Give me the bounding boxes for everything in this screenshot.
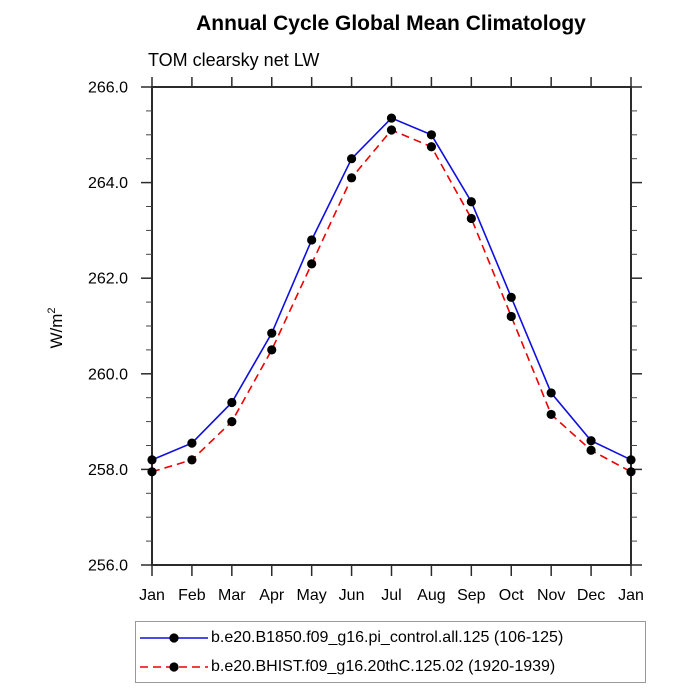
month-tick-label: Jun — [339, 587, 365, 604]
data-point-marker-pi-control — [546, 388, 556, 398]
legend-box: b.e20.B1850.f09_g16.pi_control.all.125 (… — [135, 621, 646, 683]
month-tick-label: Jul — [381, 587, 401, 604]
month-tick-label: Mar — [218, 587, 246, 604]
legend-line-sample-red-dashed — [140, 661, 208, 672]
data-point-marker-pi-control — [386, 113, 397, 123]
y-tick-label: 256.0 — [88, 558, 128, 575]
data-point-marker-pi-control — [267, 328, 277, 338]
data-point-marker-bhist — [187, 455, 197, 465]
y-tick-label: 262.0 — [88, 271, 128, 288]
data-point-marker-bhist — [546, 409, 556, 420]
legend-line-sample-blue-solid — [140, 632, 208, 643]
data-point-marker-bhist — [267, 345, 277, 355]
month-tick-label: Nov — [537, 587, 565, 604]
data-point-marker-pi-control — [466, 197, 476, 207]
month-tick-label: Jan — [618, 587, 644, 604]
legend-label-bhist: b.e20.BHIST.f09_g16.20thC.125.02 (1920-1… — [211, 657, 556, 675]
series-line-bhist — [151, 129, 632, 473]
data-point-marker-bhist — [506, 311, 516, 322]
data-point-marker-pi-control — [586, 436, 596, 446]
month-tick-label: Apr — [259, 587, 285, 604]
legend-label-pi-control: b.e20.B1850.f09_g16.pi_control.all.125 (… — [211, 628, 564, 646]
legend-item-bhist: b.e20.BHIST.f09_g16.20thC.125.02 (1920-1… — [136, 653, 645, 680]
data-point-marker-bhist — [426, 142, 437, 152]
y-axis-title: W/m2 — [46, 307, 66, 348]
data-point-marker-pi-control — [346, 154, 357, 164]
data-point-marker-bhist — [586, 445, 596, 455]
month-tick-label: Jan — [139, 587, 165, 604]
data-point-marker-bhist — [386, 125, 397, 135]
data-point-marker-bhist — [147, 467, 157, 477]
month-tick-label: Feb — [178, 587, 206, 604]
plot-frame — [151, 86, 632, 566]
data-point-marker-pi-control — [626, 455, 636, 465]
legend-item-pi-control: b.e20.B1850.f09_g16.pi_control.all.125 (… — [136, 624, 645, 651]
data-point-marker-pi-control — [147, 455, 157, 465]
month-tick-label: Aug — [417, 587, 445, 604]
month-tick-label: Dec — [577, 587, 605, 604]
month-tick-label: May — [297, 587, 327, 604]
legend-sample-marker — [169, 661, 179, 672]
month-tick-label: Sep — [457, 587, 486, 604]
data-point-marker-pi-control — [506, 292, 516, 302]
data-point-marker-pi-control — [426, 130, 437, 140]
data-point-marker-bhist — [346, 173, 357, 183]
data-point-marker-bhist — [227, 417, 237, 427]
data-point-marker-bhist — [466, 213, 476, 224]
y-tick-label: 266.0 — [88, 80, 128, 97]
month-tick-label: Oct — [499, 587, 524, 604]
y-tick-label: 260.0 — [88, 366, 128, 383]
y-tick-label: 264.0 — [88, 175, 128, 192]
data-point-marker-bhist — [626, 467, 636, 477]
legend-sample-marker — [169, 632, 179, 643]
series-line-pi-control — [151, 117, 632, 461]
data-point-marker-pi-control — [227, 397, 237, 408]
y-tick-label: 258.0 — [88, 462, 128, 479]
data-point-marker-bhist — [307, 259, 317, 269]
data-point-marker-pi-control — [187, 438, 197, 448]
data-point-marker-pi-control — [307, 235, 317, 245]
chart-subtitle: TOM clearsky net LW — [148, 50, 320, 70]
chart-title: Annual Cycle Global Mean Climatology — [196, 12, 586, 35]
